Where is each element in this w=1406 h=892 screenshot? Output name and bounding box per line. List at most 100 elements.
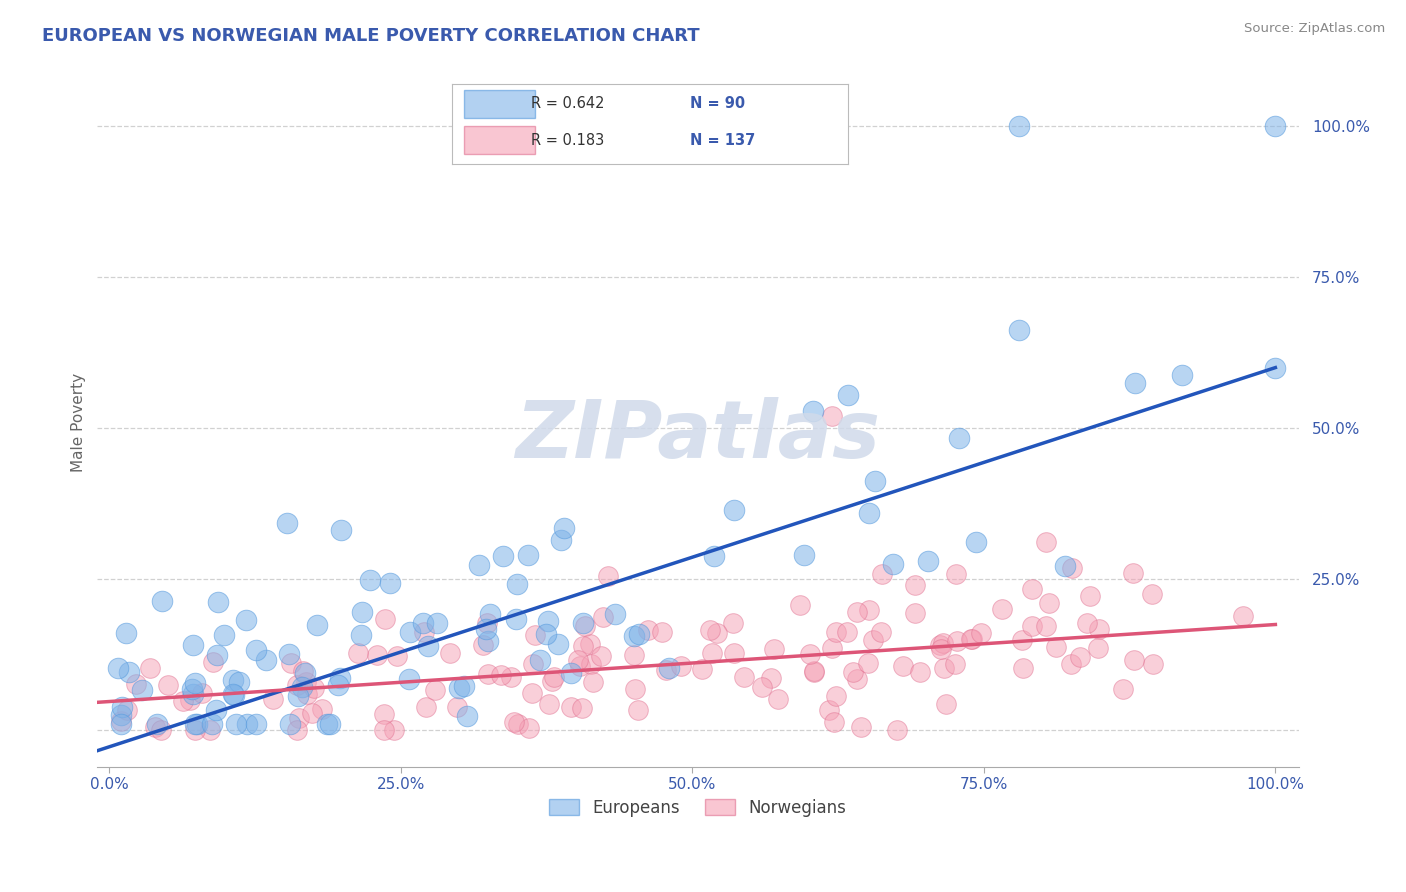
Point [477,666,499,681]
Point [517,722,540,736]
Point [378,576,401,591]
Point [201,655,224,669]
Point [1264,361,1286,376]
Point [1060,657,1083,671]
Point [869,624,891,639]
Point [965,534,987,549]
Point [1021,582,1043,596]
Point [446,699,468,714]
Point [222,687,245,701]
Point [366,648,388,663]
Point [928,638,950,652]
Point [1123,653,1146,667]
Point [205,703,228,717]
Point [179,693,201,707]
Point [468,558,491,573]
Point [152,594,174,608]
Point [537,697,560,711]
Point [475,622,498,636]
Point [131,683,153,698]
Point [517,548,540,562]
Point [184,723,207,738]
Point [426,616,449,631]
Point [690,662,713,676]
Point [658,660,681,674]
Point [824,624,846,639]
Point [110,714,132,728]
Point [139,661,162,675]
Point [703,549,725,563]
Point [236,717,259,731]
Point [291,680,314,694]
Point [326,678,349,692]
Point [627,627,650,641]
Point [207,594,229,608]
Point [579,637,602,651]
Y-axis label: Male Poverty: Male Poverty [72,373,86,472]
Point [475,616,498,631]
Point [723,503,745,517]
Point [862,632,884,647]
Point [278,717,301,731]
Point [766,692,789,706]
Point [502,715,524,730]
Point [929,642,952,657]
Point [505,612,527,626]
Point [529,653,551,667]
Point [917,554,939,568]
Point [280,656,302,670]
Point [145,717,167,731]
Point [1087,640,1109,655]
Point [935,697,957,711]
Point [1008,323,1031,337]
Point [803,665,825,680]
Point [207,648,229,662]
Point [623,630,645,644]
Point [184,676,207,690]
Point [886,723,908,738]
Point [156,678,179,692]
Legend: Europeans, Norwegians: Europeans, Norwegians [543,792,853,823]
Point [439,646,461,660]
Point [824,690,846,704]
Point [222,673,245,688]
Point [492,549,515,563]
Point [415,700,437,714]
Point [1054,559,1077,574]
Point [589,648,612,663]
Text: EUROPEAN VS NORWEGIAN MALE POVERTY CORRELATION CHART: EUROPEAN VS NORWEGIAN MALE POVERTY CORRE… [42,27,700,45]
Point [669,658,692,673]
Point [655,663,678,677]
Point [702,646,724,660]
Point [416,639,439,653]
Point [932,661,955,675]
Point [285,678,308,692]
Point [350,628,373,642]
Point [499,671,522,685]
Point [821,640,844,655]
Point [245,717,267,731]
Point [623,648,645,662]
Point [959,632,981,646]
Point [172,694,194,708]
Point [191,686,214,700]
Point [592,609,614,624]
Point [904,606,927,620]
Point [398,624,420,639]
Point [569,659,592,673]
Point [572,640,595,654]
Point [449,681,471,696]
Point [453,679,475,693]
Point [118,665,141,679]
Point [1035,618,1057,632]
Point [799,647,821,661]
Point [762,642,785,657]
Point [699,623,721,637]
Point [287,711,309,725]
Point [543,670,565,684]
Point [115,703,138,717]
Point [276,516,298,530]
Point [553,521,575,535]
Point [184,717,207,731]
Point [1011,661,1033,675]
